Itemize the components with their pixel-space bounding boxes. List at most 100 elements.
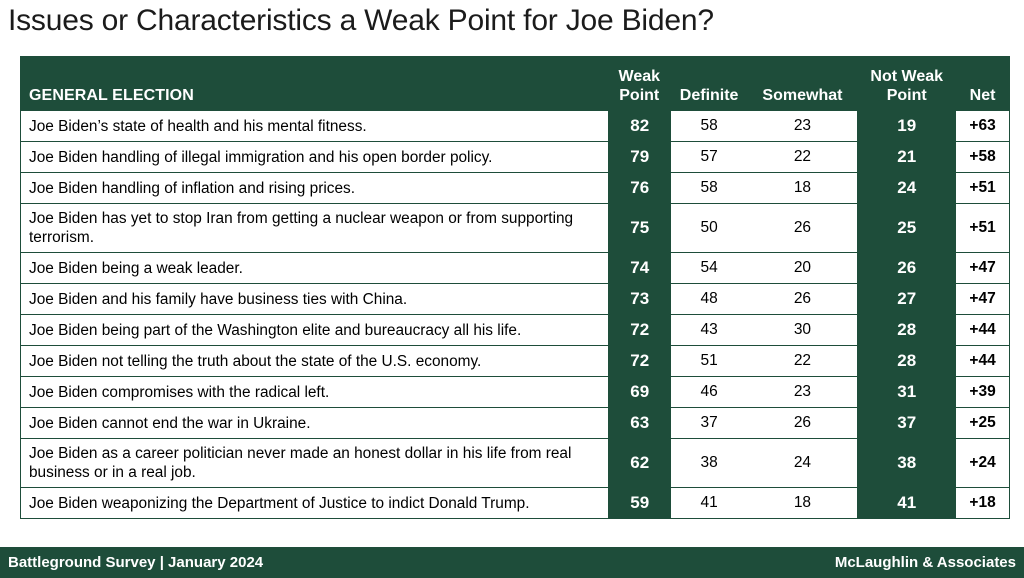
page-title: Issues or Characteristics a Weak Point f… (8, 4, 714, 37)
not-weak-point-value: 19 (857, 111, 957, 141)
header-not-weak-point: Not Weak Point (857, 57, 956, 110)
not-weak-point-value: 24 (857, 173, 957, 203)
definite-value: 58 (700, 179, 718, 196)
weak-point-value: 72 (607, 315, 671, 345)
definite-value: 54 (700, 259, 718, 276)
row-label: Joe Biden handling of inflation and risi… (29, 179, 355, 197)
somewhat-value: 18 (793, 494, 812, 511)
row-label: Joe Biden handling of illegal immigratio… (29, 148, 493, 166)
header-somewhat: Somewhat (762, 87, 843, 104)
row-label: Joe Biden and his family have business t… (29, 290, 408, 308)
table-header: GENERAL ELECTION Weak Point Definite Some… (21, 57, 1009, 110)
row-label: Joe Biden cannot end the war in Ukraine. (29, 414, 311, 432)
somewhat-value: 22 (793, 352, 812, 369)
results-table: GENERAL ELECTION Weak Point Definite Some… (20, 56, 1010, 519)
net-value: +47 (969, 259, 996, 276)
somewhat-value: 26 (793, 290, 812, 307)
table-row: Joe Biden handling of inflation and risi… (21, 172, 1009, 203)
not-weak-point-value: 27 (857, 284, 957, 314)
somewhat-value: 23 (793, 383, 812, 400)
weak-point-value: 74 (607, 253, 671, 283)
net-value: +18 (969, 494, 996, 511)
table-row: Joe Biden as a career politician never m… (21, 438, 1009, 487)
weak-point-value: 79 (607, 142, 671, 172)
header-definite: Definite (679, 87, 739, 104)
weak-point-value: 82 (607, 111, 671, 141)
weak-point-value: 59 (607, 488, 671, 518)
row-label: Joe Biden’s state of health and his ment… (29, 117, 367, 135)
header-notweak-line1: Not Weak (870, 68, 944, 85)
table-row: Joe Biden compromises with the radical l… (21, 376, 1009, 407)
net-value: +51 (969, 179, 996, 196)
footer-bar: Battleground Survey | January 2024 McLau… (0, 547, 1024, 578)
header-weak-point: Weak Point (608, 57, 671, 110)
definite-value: 58 (700, 117, 718, 134)
somewhat-value: 18 (793, 179, 812, 196)
definite-value: 46 (700, 383, 718, 400)
weak-point-value: 62 (607, 439, 671, 487)
not-weak-point-value: 28 (857, 315, 957, 345)
table-row: Joe Biden not telling the truth about th… (21, 345, 1009, 376)
definite-value: 51 (700, 352, 718, 369)
header-general-election: GENERAL ELECTION (29, 87, 194, 104)
footer-survey-label: Battleground Survey | January 2024 (8, 554, 264, 571)
not-weak-point-value: 26 (857, 253, 957, 283)
net-value: +47 (969, 290, 996, 307)
definite-value: 41 (700, 494, 718, 511)
somewhat-value: 20 (793, 259, 812, 276)
definite-value: 57 (700, 148, 718, 165)
row-label: Joe Biden has yet to stop Iran from gett… (29, 210, 574, 246)
definite-value: 37 (700, 414, 718, 431)
not-weak-point-value: 37 (857, 408, 957, 438)
not-weak-point-value: 38 (857, 439, 957, 487)
definite-value: 38 (700, 454, 718, 471)
row-label: Joe Biden as a career politician never m… (29, 445, 572, 481)
not-weak-point-value: 41 (857, 488, 957, 518)
somewhat-value: 30 (793, 321, 812, 338)
net-value: +44 (969, 321, 996, 338)
not-weak-point-value: 31 (857, 377, 957, 407)
row-label: Joe Biden being a weak leader. (29, 259, 243, 277)
not-weak-point-value: 21 (857, 142, 957, 172)
table-row: Joe Biden being part of the Washington e… (21, 314, 1009, 345)
somewhat-value: 23 (793, 117, 812, 134)
somewhat-value: 22 (793, 148, 812, 165)
table-row: Joe Biden cannot end the war in Ukraine.… (21, 407, 1009, 438)
header-weak-line1: Weak (618, 68, 661, 85)
weak-point-value: 75 (607, 204, 671, 252)
net-value: +51 (969, 219, 996, 236)
header-net: Net (969, 87, 996, 104)
table-row: Joe Biden handling of illegal immigratio… (21, 141, 1009, 172)
row-label: Joe Biden not telling the truth about th… (29, 352, 482, 370)
somewhat-value: 24 (793, 454, 812, 471)
weak-point-value: 69 (607, 377, 671, 407)
not-weak-point-value: 25 (857, 204, 957, 252)
footer-company-label: McLaughlin & Associates (834, 554, 1016, 571)
net-value: +44 (969, 352, 996, 369)
somewhat-value: 26 (793, 219, 812, 236)
table-row: Joe Biden and his family have business t… (21, 283, 1009, 314)
net-value: +58 (969, 148, 996, 165)
not-weak-point-value: 28 (857, 346, 957, 376)
weak-point-value: 73 (607, 284, 671, 314)
net-value: +39 (969, 383, 996, 400)
weak-point-value: 63 (607, 408, 671, 438)
table-row: Joe Biden has yet to stop Iran from gett… (21, 203, 1009, 252)
header-weak-line2: Point (619, 87, 660, 104)
definite-value: 48 (700, 290, 718, 307)
weak-point-value: 72 (607, 346, 671, 376)
row-label: Joe Biden being part of the Washington e… (29, 321, 522, 339)
net-value: +24 (969, 454, 996, 471)
row-label: Joe Biden compromises with the radical l… (29, 383, 330, 401)
row-label: Joe Biden weaponizing the Department of … (29, 494, 530, 512)
weak-point-value: 76 (607, 173, 671, 203)
definite-value: 50 (700, 219, 718, 236)
net-value: +25 (969, 414, 996, 431)
header-notweak-line2: Point (886, 87, 927, 104)
table-row: Joe Biden’s state of health and his ment… (21, 110, 1009, 141)
table-row: Joe Biden weaponizing the Department of … (21, 487, 1009, 518)
somewhat-value: 26 (793, 414, 812, 431)
net-value: +63 (969, 117, 996, 134)
table-body: Joe Biden’s state of health and his ment… (21, 110, 1009, 518)
table-row: Joe Biden being a weak leader. 74 54 20 26 +4… (21, 252, 1009, 283)
